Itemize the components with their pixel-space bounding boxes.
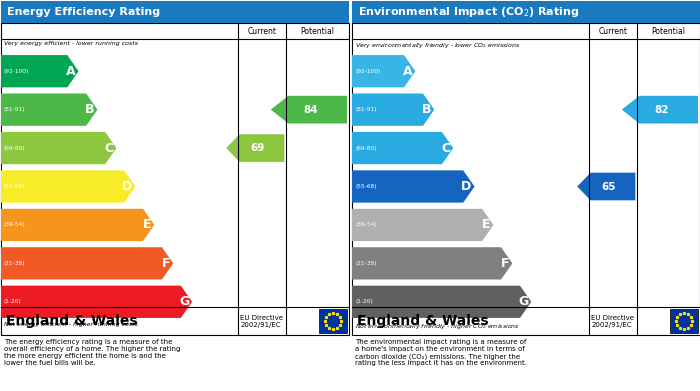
Polygon shape — [622, 96, 698, 124]
Polygon shape — [1, 55, 78, 87]
Text: Current: Current — [248, 27, 276, 36]
Text: C: C — [104, 142, 113, 154]
Text: C: C — [441, 142, 450, 154]
Text: Not environmentally friendly - higher CO$_2$ emissions: Not environmentally friendly - higher CO… — [355, 322, 520, 331]
Text: (55-68): (55-68) — [4, 184, 26, 189]
Polygon shape — [352, 170, 475, 203]
Text: B: B — [85, 103, 95, 116]
Text: Very environmentally friendly - lower CO$_2$ emissions: Very environmentally friendly - lower CO… — [355, 41, 520, 50]
Text: Potential: Potential — [301, 27, 335, 36]
Bar — [352, 23, 700, 335]
Text: EU Directive
2002/91/EC: EU Directive 2002/91/EC — [239, 314, 283, 328]
Text: (21-38): (21-38) — [355, 261, 377, 266]
Text: (1-20): (1-20) — [355, 299, 373, 304]
Polygon shape — [1, 286, 192, 318]
Text: G: G — [179, 295, 189, 308]
Text: (69-80): (69-80) — [4, 145, 26, 151]
Bar — [1, 23, 349, 335]
Polygon shape — [1, 209, 154, 241]
Polygon shape — [352, 247, 512, 280]
Polygon shape — [1, 132, 116, 164]
Text: A: A — [402, 65, 412, 78]
Polygon shape — [1, 247, 173, 280]
Bar — [670, 309, 698, 333]
Polygon shape — [352, 93, 434, 126]
Text: Potential: Potential — [652, 27, 686, 36]
Text: (81-91): (81-91) — [4, 107, 25, 112]
Text: (39-54): (39-54) — [355, 222, 377, 228]
Text: 65: 65 — [601, 181, 615, 192]
Polygon shape — [226, 134, 284, 162]
Text: The environmental impact rating is a measure of
a home's impact on the environme: The environmental impact rating is a mea… — [355, 339, 527, 366]
Text: The energy efficiency rating is a measure of the
overall efficiency of a home. T: The energy efficiency rating is a measur… — [4, 339, 181, 366]
Text: 84: 84 — [304, 105, 318, 115]
Text: (92-100): (92-100) — [355, 69, 380, 74]
Text: 82: 82 — [654, 105, 669, 115]
Text: E: E — [482, 219, 491, 231]
Bar — [352, 1, 700, 23]
Text: F: F — [162, 257, 170, 270]
Text: F: F — [501, 257, 510, 270]
Polygon shape — [352, 286, 531, 318]
Text: (39-54): (39-54) — [4, 222, 26, 228]
Text: B: B — [422, 103, 431, 116]
Text: England & Wales: England & Wales — [357, 314, 489, 328]
Text: Current: Current — [598, 27, 627, 36]
Text: (21-38): (21-38) — [4, 261, 26, 266]
Text: (1-20): (1-20) — [4, 299, 22, 304]
Text: E: E — [143, 219, 151, 231]
Text: EU Directive
2002/91/EC: EU Directive 2002/91/EC — [591, 314, 634, 328]
Text: Energy Efficiency Rating: Energy Efficiency Rating — [7, 7, 160, 17]
Polygon shape — [352, 209, 494, 241]
Polygon shape — [352, 132, 453, 164]
Bar — [1, 1, 349, 23]
Polygon shape — [1, 93, 97, 126]
Polygon shape — [352, 55, 415, 87]
Text: Very energy efficient - lower running costs: Very energy efficient - lower running co… — [4, 41, 138, 46]
Text: (69-80): (69-80) — [355, 145, 377, 151]
Text: 69: 69 — [250, 143, 265, 153]
Text: G: G — [518, 295, 528, 308]
Bar — [319, 309, 347, 333]
Polygon shape — [578, 173, 636, 200]
Text: Environmental Impact (CO$_2$) Rating: Environmental Impact (CO$_2$) Rating — [358, 5, 580, 19]
Text: D: D — [461, 180, 472, 193]
Text: (81-91): (81-91) — [355, 107, 377, 112]
Text: England & Wales: England & Wales — [6, 314, 138, 328]
Text: Not energy efficient - higher running costs: Not energy efficient - higher running co… — [4, 322, 138, 327]
Polygon shape — [1, 170, 135, 203]
Text: A: A — [66, 65, 76, 78]
Text: (92-100): (92-100) — [4, 69, 29, 74]
Text: D: D — [122, 180, 132, 193]
Text: (55-68): (55-68) — [355, 184, 377, 189]
Polygon shape — [271, 96, 347, 124]
